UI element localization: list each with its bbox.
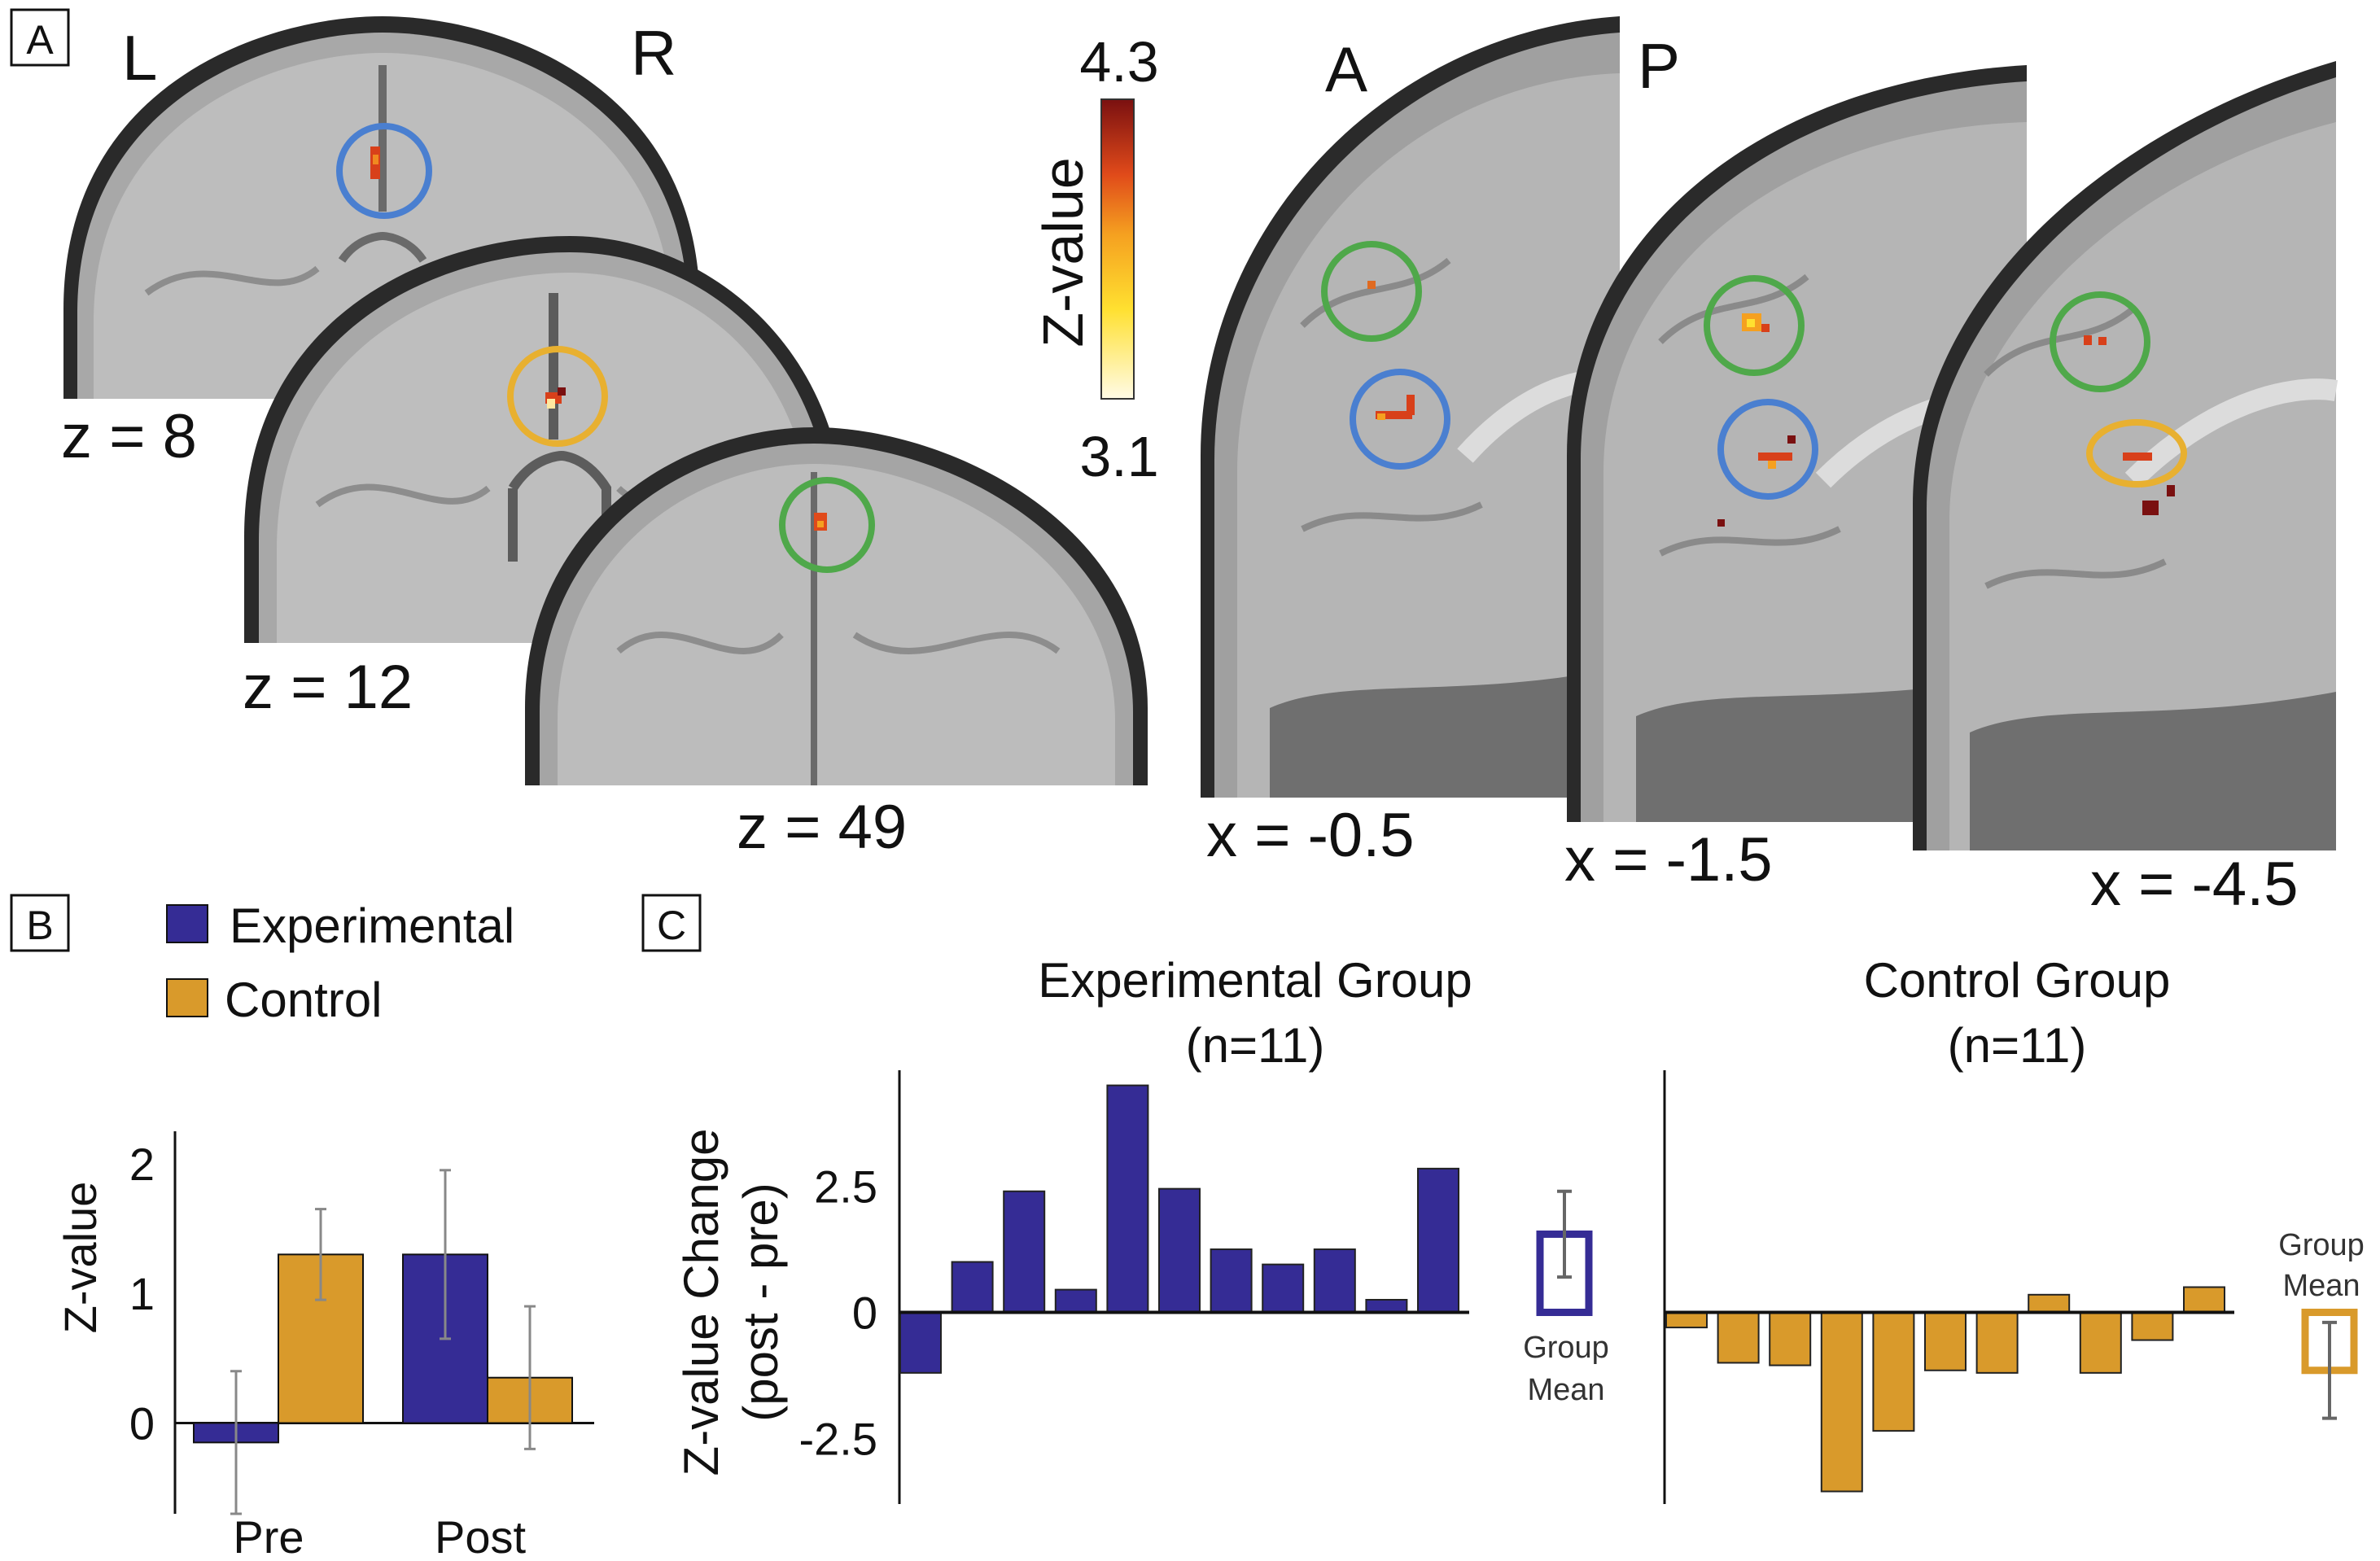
- panel-c-box: [641, 894, 702, 952]
- chart-b-ylabel: Z-value: [55, 1182, 106, 1334]
- group-mean-label-ctrl-2: Mean: [2282, 1269, 2360, 1303]
- panel-c-label: C: [657, 903, 686, 948]
- bar-c1-bars-4: [1054, 1288, 1097, 1314]
- group-mean-label-exp-2: Mean: [1527, 1373, 1604, 1407]
- chart-c-left-title: Experimental Group: [1038, 953, 1472, 1008]
- chart-c-ylabel-2: (post - pre): [733, 1183, 788, 1421]
- sagittal-slice-label-3: x = -4.5: [2090, 850, 2299, 919]
- colorbar-max-label: 4.3: [1079, 30, 1158, 94]
- colorbar: 4.3 3.1 Z-value: [1031, 30, 1159, 488]
- axial-left-label: L: [122, 22, 157, 94]
- bar-c2-bars-11: [2183, 1286, 2225, 1314]
- chart-b-xlabel-post: Post: [435, 1511, 526, 1561]
- bar-c1-bars-7: [1210, 1248, 1253, 1314]
- roi-circle-yellow-2: [2086, 419, 2187, 488]
- panel-b-box: [10, 894, 70, 952]
- bar-c2-bars-4: [1820, 1311, 1863, 1493]
- bar-c1-bars-5: [1106, 1084, 1149, 1314]
- axial-right-label: R: [631, 17, 676, 89]
- axial-slice-label-1: z = 8: [61, 402, 197, 471]
- roi-circle-yellow: [507, 346, 608, 447]
- chart-c-experimental: Experimental Group (n=11) Z-value Change…: [674, 953, 1609, 1504]
- chart-c-left-subtitle: (n=11): [1186, 1018, 1325, 1073]
- colorbar-title: Z-value: [1031, 157, 1095, 347]
- panel-a-label: A: [26, 17, 54, 63]
- legend-label-experimental: Experimental: [230, 899, 514, 953]
- bar-c2-bars-6: [1924, 1311, 1967, 1371]
- chart-b: 0 1 2 Z-value Pre Post: [55, 1131, 594, 1561]
- chart-b-ytick-0: 0: [129, 1397, 155, 1449]
- colorbar-min-label: 3.1: [1079, 425, 1158, 488]
- panel-a-box: [10, 8, 70, 67]
- chart-b-ytick-1: 1: [129, 1268, 155, 1319]
- bar-c2-bars-9: [2079, 1311, 2122, 1374]
- roi-circle-green: [779, 477, 875, 573]
- chart-c-ylabel: Z-value Change: [674, 1129, 728, 1476]
- chart-c-control: Control Group (n=11) Group Mean: [1663, 953, 2365, 1504]
- colorbar-gradient: [1100, 98, 1135, 400]
- axial-slices: [63, 16, 1148, 785]
- roi-circle-green-3: [1704, 275, 1805, 376]
- panel-b-label: B: [26, 903, 53, 948]
- sagittal-slice-3: [1913, 61, 2338, 850]
- bar-c2-bars-5: [1872, 1311, 1915, 1432]
- legend: Experimental Control: [166, 899, 514, 1027]
- bar-c1-bars-1: [899, 1311, 942, 1374]
- chart-b-ytick-2: 2: [129, 1139, 155, 1190]
- bar-c2-bars-10: [2131, 1311, 2174, 1341]
- sagittal-slices: [1201, 16, 2338, 850]
- bar-c2-bars-1: [1665, 1311, 1708, 1329]
- bar-c2-bars-7: [1975, 1311, 2019, 1374]
- roi-circle-blue-2: [1350, 369, 1450, 470]
- group-mean-label-ctrl-1: Group: [2278, 1228, 2365, 1262]
- group-mean-label-exp-1: Group: [1523, 1331, 1609, 1365]
- sagittal-posterior-label: P: [1638, 30, 1680, 102]
- bar-c2-bars-3: [1769, 1311, 1812, 1366]
- sagittal-slice-label-2: x = -1.5: [1564, 825, 1773, 894]
- roi-circle-green-4: [2050, 291, 2150, 392]
- bar-c1-bars-3: [1003, 1190, 1046, 1314]
- bar-c1-bars-11: [1417, 1167, 1459, 1314]
- bar-c2-bars-2: [1717, 1311, 1760, 1364]
- roi-circle-blue-3: [1717, 399, 1818, 500]
- roi-circle-blue: [336, 123, 432, 219]
- chart-c-right-subtitle: (n=11): [1948, 1018, 2087, 1073]
- chart-b-xlabel-pre: Pre: [233, 1511, 304, 1561]
- bar-c1-bars-10: [1365, 1298, 1408, 1314]
- legend-label-control: Control: [225, 973, 382, 1027]
- sagittal-anterior-label: A: [1325, 33, 1367, 105]
- chart-c-right-title: Control Group: [1864, 953, 2171, 1008]
- sagittal-slice-1: [1201, 16, 1624, 798]
- axial-slice-label-2: z = 12: [243, 653, 413, 722]
- sagittal-slice-label-1: x = -0.5: [1206, 801, 1415, 870]
- bar-c1-bars-6: [1158, 1187, 1201, 1314]
- legend-swatch-experimental: [166, 904, 208, 943]
- chart-c-ytick-neg: -2.5: [799, 1413, 878, 1464]
- legend-swatch-control: [166, 978, 208, 1017]
- chart-c-ytick-zero: 0: [852, 1287, 877, 1338]
- axial-slice-label-3: z = 49: [737, 793, 907, 862]
- bar-c2-bars-8: [2028, 1293, 2071, 1314]
- axial-slice-z49: [525, 427, 1148, 785]
- bar-c1-bars-8: [1262, 1263, 1305, 1314]
- bar-c1-bars-2: [951, 1261, 994, 1314]
- bar-c1-bars-9: [1313, 1248, 1356, 1314]
- chart-c-ytick-pos: 2.5: [814, 1161, 877, 1213]
- roi-circle-green-2: [1321, 241, 1422, 342]
